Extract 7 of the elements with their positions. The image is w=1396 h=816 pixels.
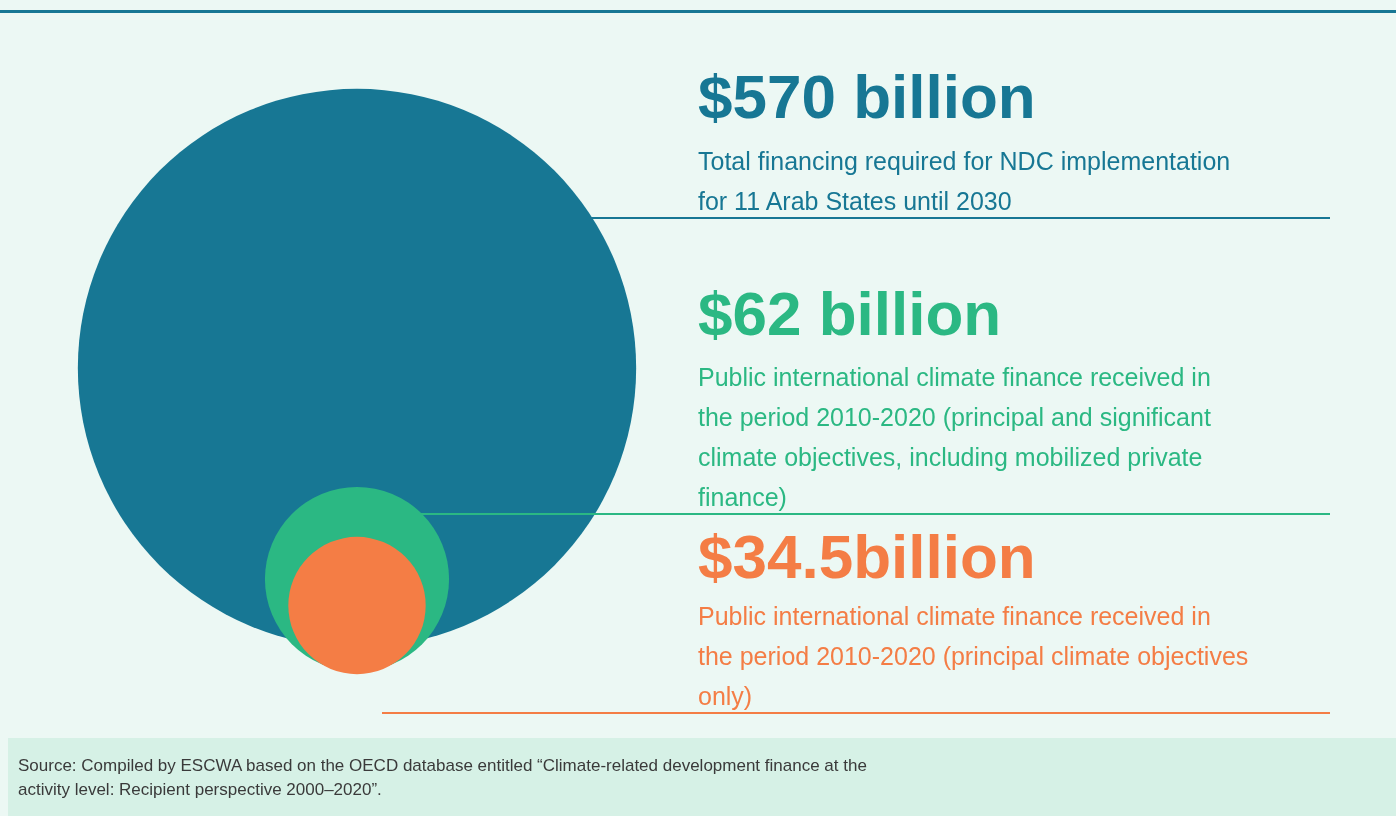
category-label: Total financing required for NDC implementation for 11 Arab States until 2030 (698, 147, 1231, 215)
source-note: Source: Compiled by ESCWA based on the OECD database entitled “Climate-related development finance at the activity level: Recipient perspective 2000–2020”. (18, 756, 867, 799)
data-label: $34.5billion (698, 522, 1036, 591)
category-label: Public international climate finance received in the period 2010-2020 (principal climate objectives only) (698, 602, 1249, 710)
data-label: $570 billion (698, 62, 1036, 131)
category-label: Public international climate finance received in the period 2010-2020 (principal and significant climate objectives, including mobilized private finance) (698, 363, 1211, 511)
data-label: $62 billion (698, 279, 1002, 348)
